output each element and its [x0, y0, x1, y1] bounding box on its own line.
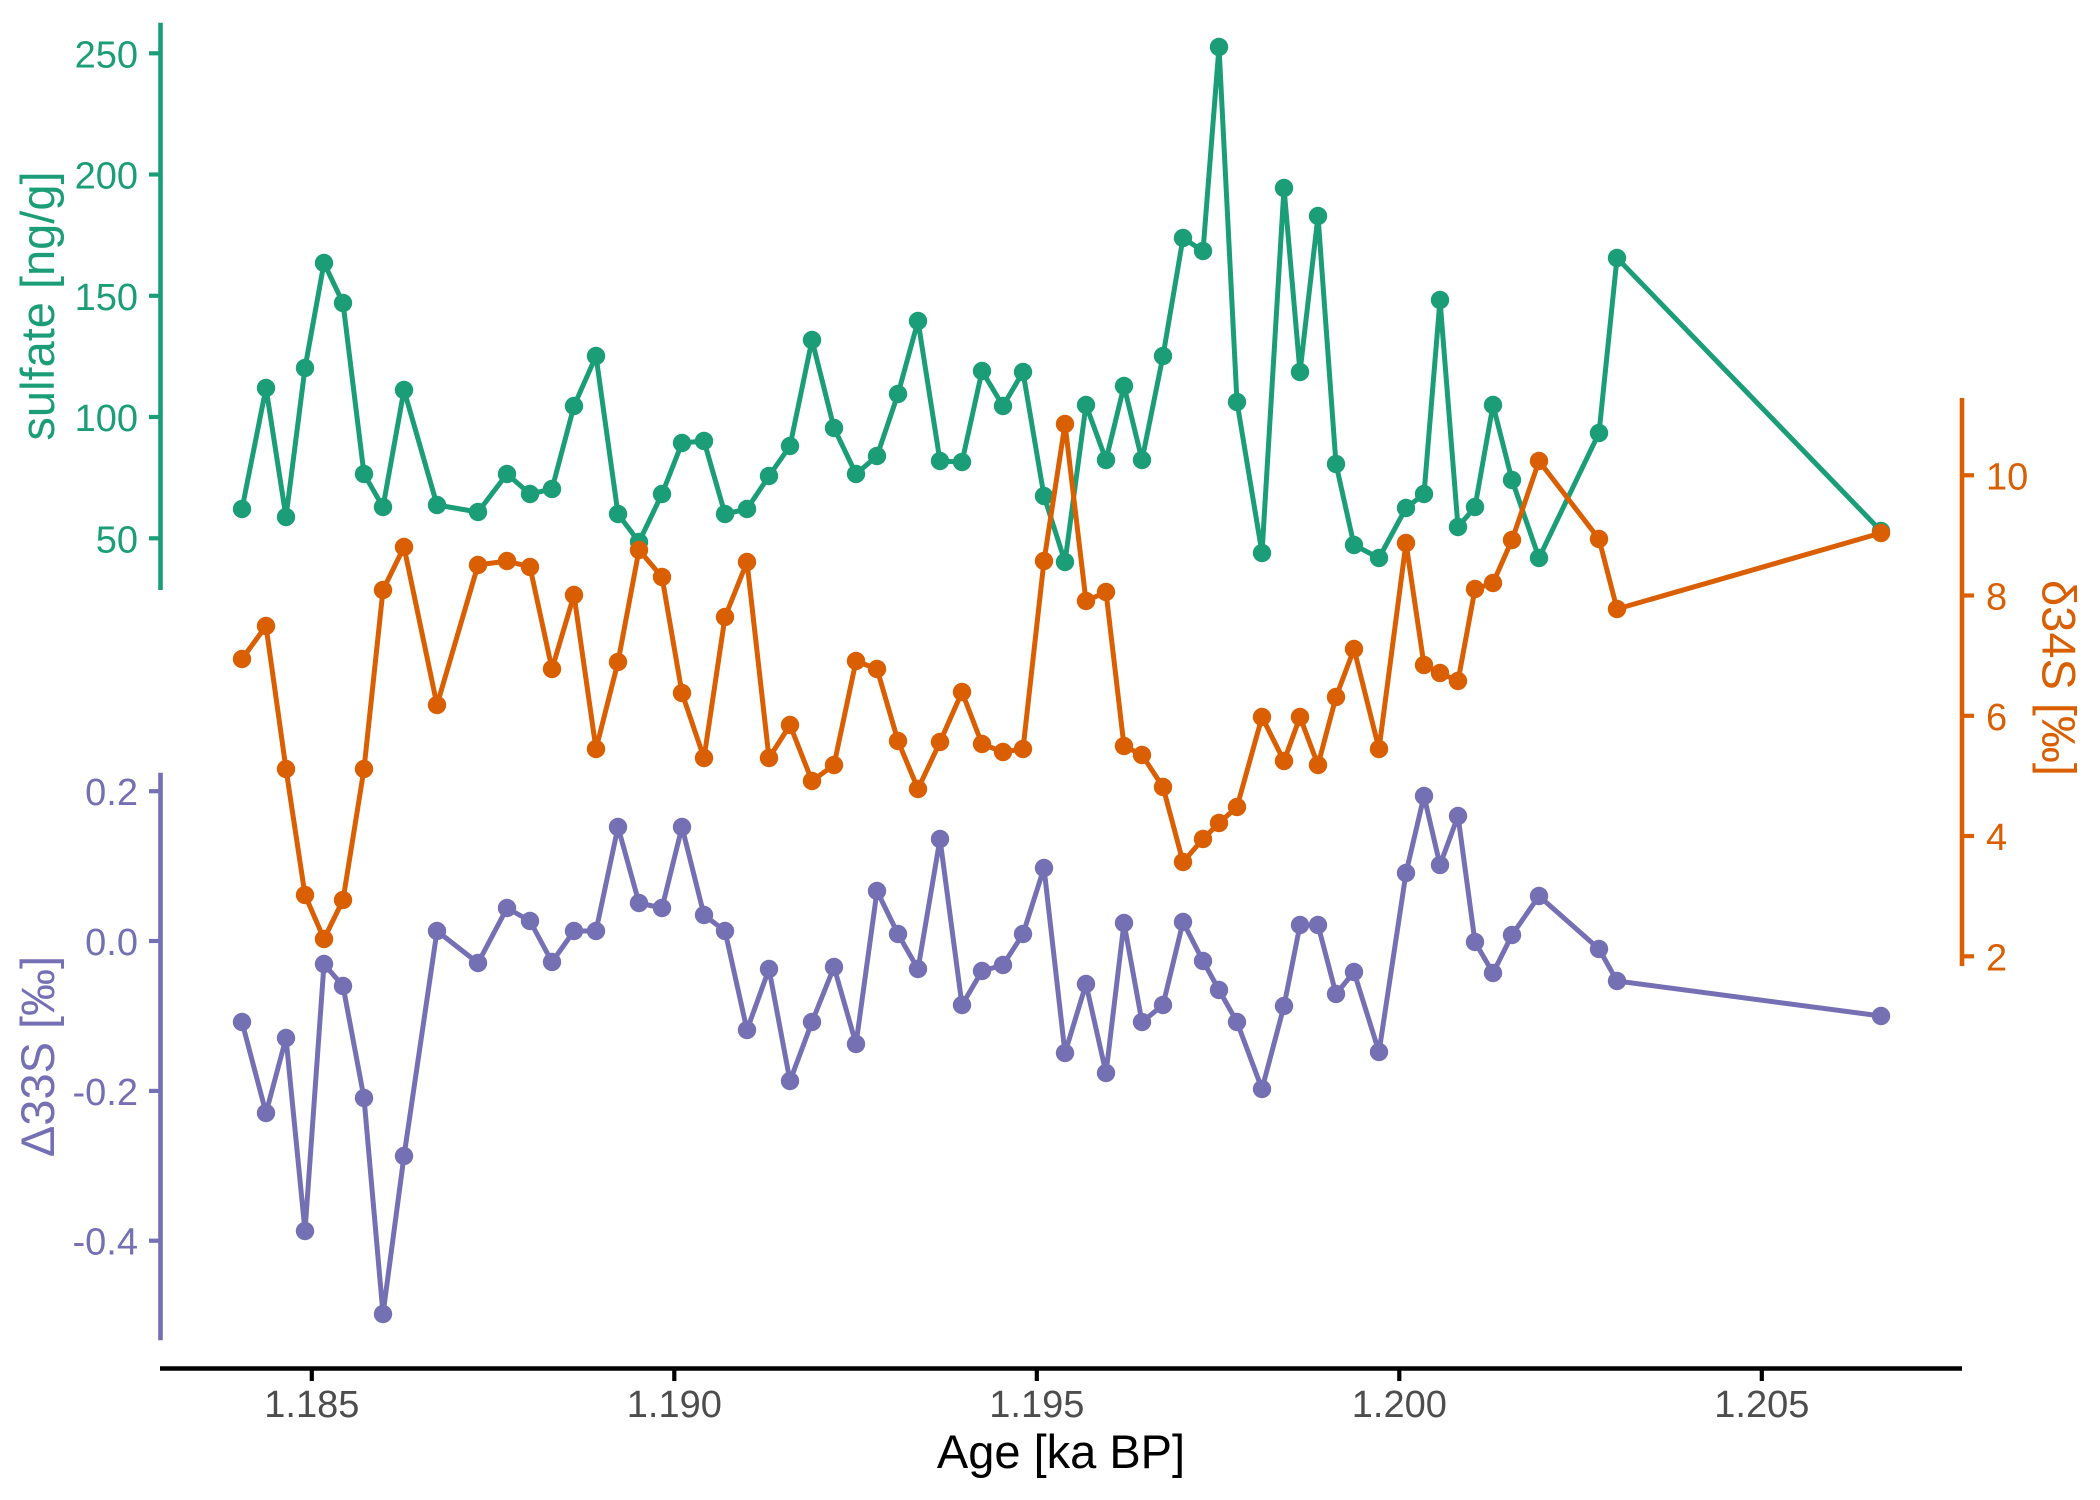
svg-text:-0.2: -0.2	[73, 1072, 138, 1114]
svg-text:250: 250	[75, 34, 138, 76]
svg-text:-0.4: -0.4	[73, 1222, 138, 1264]
svg-text:1.185: 1.185	[264, 1384, 359, 1426]
svg-text:10: 10	[1986, 456, 2028, 498]
svg-text:δ34S [‰]: δ34S [‰]	[2033, 580, 2086, 776]
svg-text:Δ33S [‰]: Δ33S [‰]	[11, 956, 64, 1157]
svg-text:2: 2	[1986, 937, 2007, 979]
svg-text:1.205: 1.205	[1714, 1384, 1809, 1426]
svg-text:200: 200	[75, 156, 138, 198]
svg-text:1.190: 1.190	[627, 1384, 722, 1426]
svg-text:0.2: 0.2	[85, 772, 138, 814]
svg-text:1.195: 1.195	[989, 1384, 1084, 1426]
svg-text:1.200: 1.200	[1352, 1384, 1447, 1426]
svg-text:sulfate [ng/g]: sulfate [ng/g]	[11, 171, 64, 440]
svg-text:4: 4	[1986, 817, 2007, 859]
svg-text:150: 150	[75, 277, 138, 319]
svg-text:50: 50	[96, 519, 138, 561]
svg-text:Age [ka BP]: Age [ka BP]	[937, 1425, 1185, 1478]
svg-text:100: 100	[75, 398, 138, 440]
svg-text:0.0: 0.0	[85, 922, 138, 964]
svg-text:6: 6	[1986, 697, 2007, 739]
svg-text:8: 8	[1986, 577, 2007, 619]
